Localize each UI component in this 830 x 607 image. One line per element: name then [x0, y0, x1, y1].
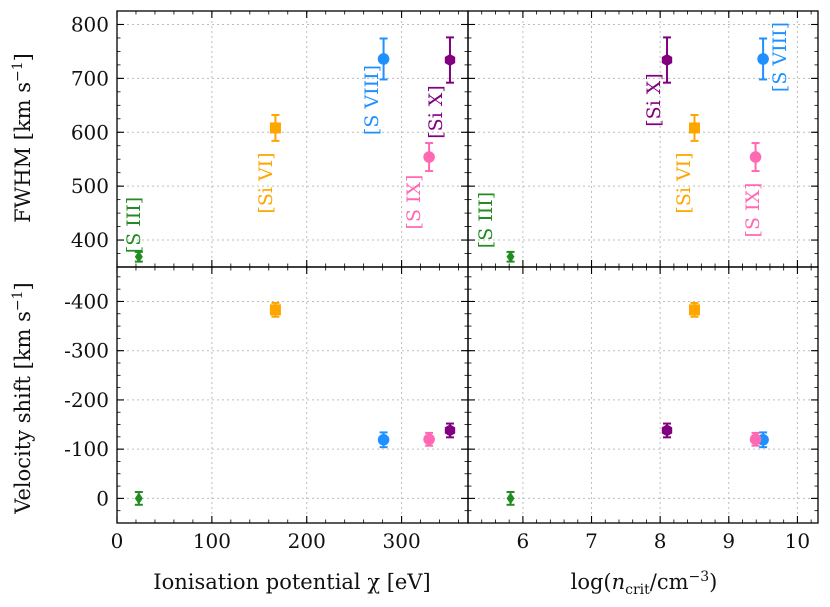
data-point — [423, 151, 435, 163]
point-label: [S III] — [123, 197, 145, 253]
data-point — [444, 424, 456, 437]
point-si-vi — [688, 114, 700, 142]
data-point — [688, 304, 700, 316]
point-s-iii — [134, 490, 143, 506]
panel-frame — [116, 266, 469, 524]
point-s-iii — [506, 490, 515, 506]
point-si-vi — [688, 301, 700, 318]
data-point — [757, 53, 769, 65]
point-si-x — [661, 36, 673, 84]
point-label: [Si VI] — [673, 152, 695, 213]
data-point — [506, 250, 515, 263]
point-label: [S III] — [475, 192, 497, 248]
y-tick-label: -100 — [64, 437, 109, 461]
x-tick-label: 100 — [193, 529, 231, 553]
y-tick-label: 0 — [96, 486, 109, 510]
point-label: [S IX] — [742, 183, 764, 238]
point-s-iii — [134, 250, 143, 263]
data-point — [269, 304, 281, 316]
point-s-iii — [506, 250, 515, 263]
point-si-vi — [269, 301, 281, 318]
data-point — [506, 492, 515, 505]
point-si-vi — [269, 114, 281, 142]
y-tick-label: -400 — [64, 289, 109, 313]
point-si-x — [444, 422, 456, 439]
x-tick-label: 200 — [288, 529, 326, 553]
xlabel-ionisation-potential: Ionisation potential χ [eV] — [153, 570, 430, 594]
data-point — [134, 250, 143, 263]
ylabel-velocity-shift: Velocity shift [km s−1] — [10, 282, 35, 515]
point-s-viii — [757, 37, 769, 81]
data-point — [377, 434, 390, 446]
x-tick-label: 9 — [722, 529, 735, 553]
y-tick-label: -300 — [64, 339, 109, 363]
data-point — [423, 433, 435, 446]
data-point — [688, 122, 700, 134]
y-tick-label: 600 — [71, 120, 109, 144]
y-tick-label: 800 — [71, 12, 109, 36]
y-tick-label: 500 — [71, 174, 109, 198]
data-point — [661, 54, 673, 66]
x-tick-label: 6 — [517, 529, 530, 553]
point-label: [Si VI] — [255, 152, 277, 213]
xlabel-ncrit: log(ncrit/cm−3) — [571, 569, 718, 598]
point-si-x — [444, 36, 456, 84]
data-point — [269, 122, 281, 134]
data-point — [444, 54, 456, 66]
panel-frame — [467, 10, 819, 268]
point-s-ix — [749, 431, 762, 447]
ylabel-fwhm: FWHM [km s−1] — [10, 53, 35, 223]
data-point — [749, 151, 762, 163]
point-label: [Si X] — [643, 73, 665, 126]
x-tick-label: 10 — [785, 529, 810, 553]
point-label: [S IX] — [403, 175, 425, 230]
point-s-viii — [377, 37, 390, 81]
point-s-viii — [377, 431, 390, 449]
y-tick-label: 700 — [71, 66, 109, 90]
y-tick-label: 400 — [71, 228, 109, 252]
x-tick-label: 0 — [111, 529, 124, 553]
data-point — [134, 492, 143, 505]
y-tick-label: -200 — [64, 388, 109, 412]
point-s-ix — [749, 142, 762, 173]
x-tick-label: 8 — [654, 529, 667, 553]
x-tick-label: 7 — [585, 529, 598, 553]
data-point — [661, 424, 673, 437]
point-label: [S VIII] — [361, 65, 383, 135]
point-si-x — [661, 422, 673, 439]
point-label: [S VIII] — [769, 22, 791, 92]
data-point — [749, 433, 762, 446]
point-s-ix — [423, 431, 435, 447]
data-point — [377, 53, 390, 65]
point-s-ix — [423, 142, 435, 173]
point-label: [Si X] — [425, 85, 447, 138]
x-tick-label: 300 — [383, 529, 421, 553]
panel-frame — [467, 266, 819, 524]
